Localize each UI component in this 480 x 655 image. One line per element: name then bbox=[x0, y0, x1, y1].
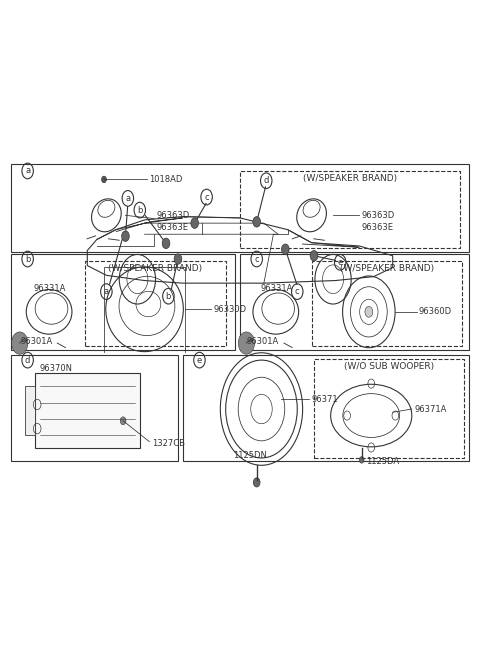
Text: (W/SPEAKER BRAND): (W/SPEAKER BRAND) bbox=[108, 264, 203, 273]
Circle shape bbox=[365, 307, 373, 317]
Text: a: a bbox=[25, 166, 30, 176]
Text: d: d bbox=[25, 356, 30, 365]
Circle shape bbox=[253, 478, 260, 487]
Bar bbox=[11, 355, 178, 461]
Text: 96363D: 96363D bbox=[362, 211, 395, 220]
Text: 1125DA: 1125DA bbox=[366, 457, 399, 466]
Text: 96363E: 96363E bbox=[362, 223, 394, 232]
Circle shape bbox=[253, 217, 261, 227]
Text: (W/SPEAKER BRAND): (W/SPEAKER BRAND) bbox=[340, 264, 434, 273]
Circle shape bbox=[191, 218, 199, 229]
Text: 96371A: 96371A bbox=[414, 405, 446, 413]
Text: c: c bbox=[254, 255, 259, 263]
Text: 96360D: 96360D bbox=[419, 307, 452, 316]
Bar bbox=[240, 253, 469, 350]
Text: 96371: 96371 bbox=[312, 395, 338, 403]
Bar bbox=[11, 164, 469, 252]
Text: 96301A: 96301A bbox=[21, 337, 53, 346]
Circle shape bbox=[121, 231, 129, 242]
Text: e: e bbox=[337, 258, 343, 267]
Circle shape bbox=[360, 457, 364, 463]
Circle shape bbox=[238, 332, 254, 354]
Circle shape bbox=[162, 238, 170, 249]
Circle shape bbox=[120, 417, 126, 424]
Text: 96331A: 96331A bbox=[261, 284, 293, 293]
Text: 1125DN: 1125DN bbox=[233, 451, 266, 460]
Bar bbox=[25, 386, 35, 435]
Bar bbox=[35, 373, 140, 448]
Text: 96363D: 96363D bbox=[156, 211, 190, 220]
Circle shape bbox=[12, 332, 28, 354]
Bar bbox=[11, 253, 235, 350]
Text: e: e bbox=[197, 356, 202, 365]
Bar bbox=[183, 355, 469, 461]
Text: 1018AD: 1018AD bbox=[149, 175, 183, 184]
Text: c: c bbox=[295, 287, 300, 296]
Text: a: a bbox=[125, 194, 131, 203]
Text: c: c bbox=[204, 193, 209, 202]
Text: (W/O SUB WOOPER): (W/O SUB WOOPER) bbox=[344, 362, 434, 371]
Text: 96331A: 96331A bbox=[34, 284, 66, 293]
Text: 96301A: 96301A bbox=[246, 337, 278, 346]
Text: b: b bbox=[137, 206, 143, 215]
Circle shape bbox=[102, 176, 107, 183]
Text: 96330D: 96330D bbox=[214, 305, 247, 314]
Text: 96370N: 96370N bbox=[39, 364, 72, 373]
Text: 1327CB: 1327CB bbox=[152, 439, 185, 448]
Text: (W/SPEAKER BRAND): (W/SPEAKER BRAND) bbox=[303, 174, 397, 183]
Text: a: a bbox=[104, 287, 109, 296]
Text: b: b bbox=[25, 255, 30, 263]
Circle shape bbox=[174, 253, 182, 264]
Text: b: b bbox=[166, 291, 171, 301]
Text: d: d bbox=[264, 176, 269, 185]
Circle shape bbox=[310, 251, 318, 261]
Text: 96363E: 96363E bbox=[156, 223, 189, 232]
Circle shape bbox=[281, 244, 289, 254]
